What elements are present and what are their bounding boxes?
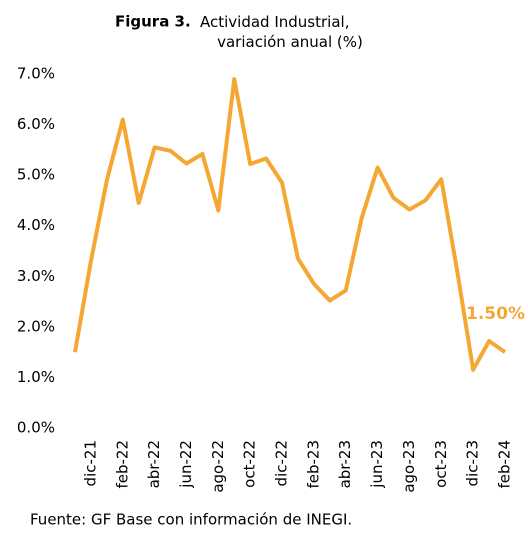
x-tick-label: oct-23 xyxy=(432,440,450,488)
series-line xyxy=(73,77,507,372)
y-tick-label: 3.0% xyxy=(17,267,55,285)
x-tick-label: dic-22 xyxy=(273,440,291,486)
x-tick-label: oct-22 xyxy=(241,440,259,488)
x-tick-label: ago-22 xyxy=(209,440,227,493)
chart-title: Actividad Industrial, variación anual (%) xyxy=(200,13,363,51)
chart-title-label: Figura 3. xyxy=(115,13,191,31)
y-tick-label: 4.0% xyxy=(17,216,55,234)
y-tick-label: 7.0% xyxy=(17,65,55,83)
y-tick-label: 6.0% xyxy=(17,115,55,133)
x-tick-label: jun-22 xyxy=(177,440,195,489)
y-tick-label: 0.0% xyxy=(17,419,55,437)
y-tick-label: 2.0% xyxy=(17,317,55,335)
x-tick-label: ago-23 xyxy=(400,440,418,493)
y-tick-label: 5.0% xyxy=(17,166,55,184)
x-tick-label: feb-24 xyxy=(496,440,514,489)
x-tick-label: abr-22 xyxy=(145,440,163,488)
source-note: Fuente: GF Base con información de INEGI… xyxy=(30,511,352,529)
x-tick-label: abr-23 xyxy=(336,440,354,488)
x-tick-label: dic-21 xyxy=(81,440,99,486)
x-tick-label: feb-23 xyxy=(304,440,322,489)
x-tick-label: dic-23 xyxy=(464,440,482,486)
y-tick-label: 1.0% xyxy=(17,368,55,386)
x-tick-label: jun-23 xyxy=(368,440,386,489)
data-label: 1.50% xyxy=(466,304,525,324)
x-tick-label: feb-22 xyxy=(113,440,131,489)
